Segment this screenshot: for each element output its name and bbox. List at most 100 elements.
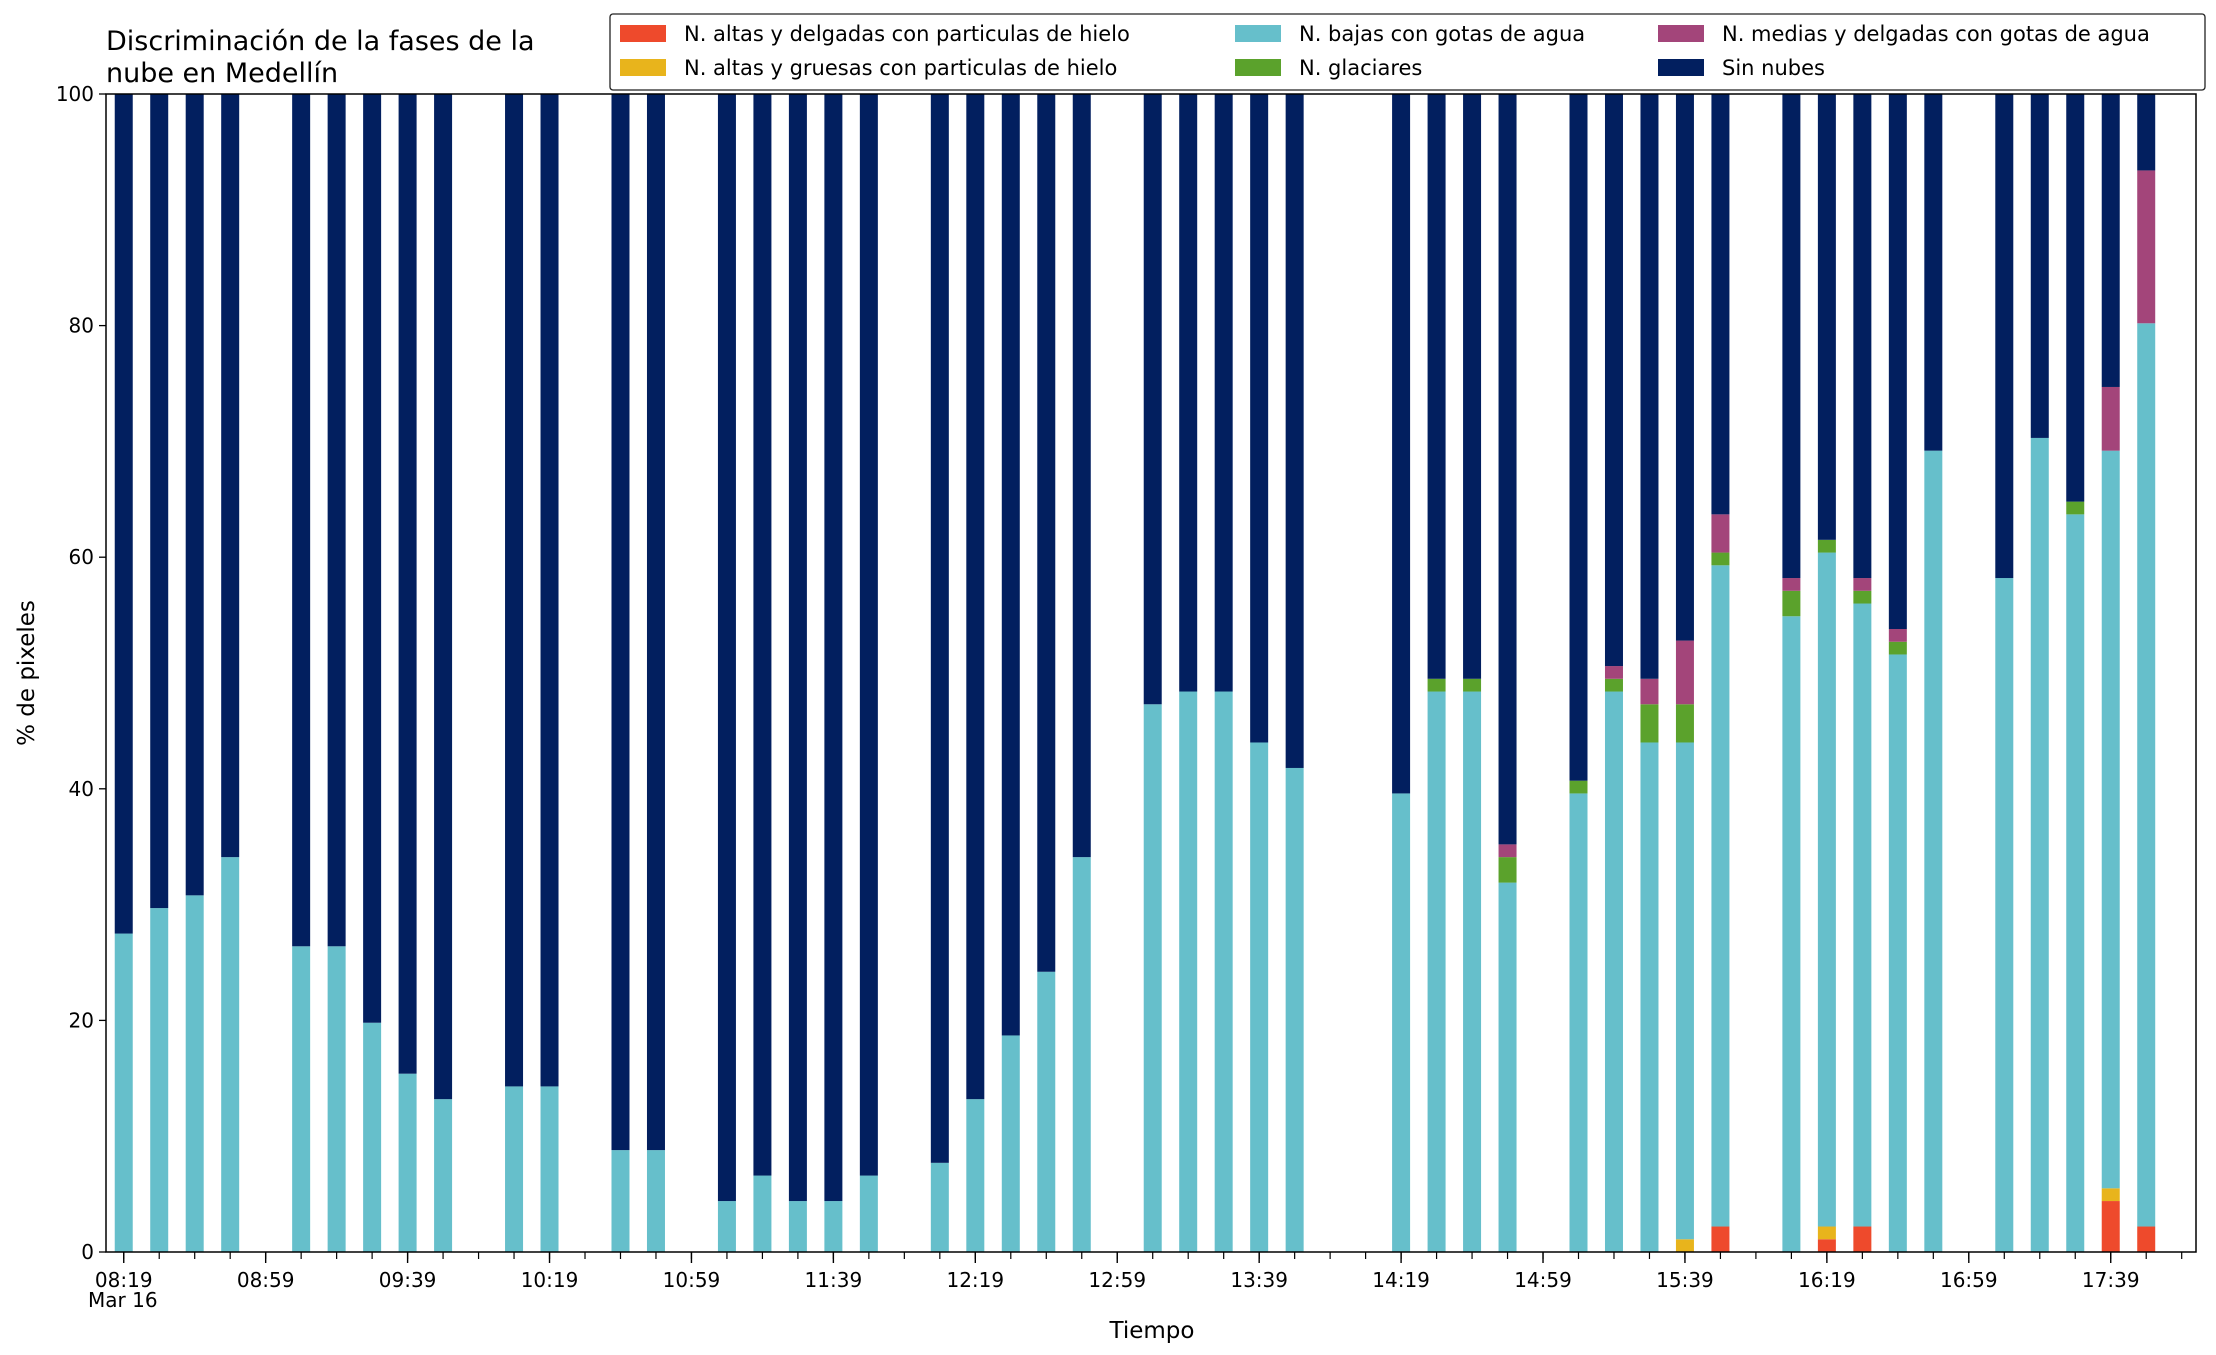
bar-segment [1392,94,1411,794]
bar-segment [1675,640,1694,705]
bar-segment [1463,94,1482,679]
bar-segment [2101,450,2120,1189]
bar-segment [1675,94,1694,641]
bar-segment [2137,1226,2156,1252]
x-tick-label: 13:39 [1230,1268,1288,1292]
x-axis-label: Tiempo [1109,1318,1195,1344]
y-tick-label: 100 [56,82,94,106]
bar-segment [1817,1226,1836,1240]
bar-segment [1214,94,1233,692]
bar-segment [1711,1226,1730,1252]
bar-segment [1498,857,1517,883]
bar-segment [1569,780,1588,794]
legend-label: N. altas y delgadas con particulas de hi… [684,22,1130,46]
bar-segment [1604,691,1623,1252]
bar-segment [1463,678,1482,692]
legend-label: N. medias y delgadas con gotas de agua [1722,22,2150,46]
bar-segment [1072,94,1091,858]
legend-swatch [620,59,666,76]
legend-swatch [1658,59,1704,76]
bar-segment [1711,94,1730,515]
bar-segment [1924,94,1943,451]
bar-segment [930,94,949,1163]
bar-segment [434,1099,453,1252]
bar-segment [824,1201,843,1252]
x-tick-label: 08:19 [95,1268,153,1292]
bar-segment [930,1162,949,1252]
bar-segment [646,94,665,1151]
bar-segment [2137,94,2156,171]
bar-segment [2137,170,2156,324]
y-axis-label: % de pixeles [14,600,40,746]
bar-segment [966,94,985,1100]
x-tick-label: 10:19 [521,1268,579,1292]
bar-segment [2137,323,2156,1227]
bar-segment [1640,678,1659,705]
bar-segment [1143,704,1162,1252]
legend-frame [609,13,2206,91]
bar-segment [859,1175,878,1252]
bar-segment [221,94,240,858]
bar-segment [717,94,736,1202]
bar-segment [398,94,417,1074]
x-tick-label: 16:19 [1798,1268,1856,1292]
bar-segment [221,857,240,1252]
bar-segment [2101,1188,2120,1202]
legend-label: N. bajas con gotas de agua [1299,22,1585,46]
bar-segment [505,1086,524,1252]
bar-segment [1001,94,1020,1036]
bar-segment [2030,94,2049,438]
bar-segment [292,946,311,1252]
bar-segment [1782,578,1801,591]
y-tick-label: 20 [69,1008,94,1032]
bar-segment [859,94,878,1176]
bar-segment [1604,666,1623,679]
bar-segment [114,94,133,934]
legend-swatch [1235,59,1281,76]
bar-segment [1782,590,1801,617]
bar-segment [1427,691,1446,1252]
bar-segment [1853,94,1872,579]
bar-segment [717,1201,736,1252]
y-tick-label: 40 [69,777,94,801]
bar-segment [966,1099,985,1252]
x-tick-label: 14:59 [1514,1268,1572,1292]
bar-segment [1888,629,1907,642]
bar-segment [327,94,346,947]
chart-title: Discriminación de la fases de la nube en… [106,26,535,89]
chart-title-line-1: Discriminación de la fases de la [106,26,535,57]
bar-segment [1001,1035,1020,1252]
bar-segment [1888,641,1907,655]
bar-segment [788,94,807,1202]
bar-segment [2066,514,2085,1252]
bar-segment [185,895,204,1252]
bar-segment [1037,94,1056,972]
x-tick-label: 09:39 [379,1268,437,1292]
bar-segment [753,1175,772,1252]
x-tick-label: 08:59 [237,1268,295,1292]
x-tick-label: 11:39 [805,1268,863,1292]
bar-segment [646,1150,665,1252]
bar-segment [1392,793,1411,1252]
bar-segment [363,1022,382,1252]
bar-segment [1782,616,1801,1252]
bar-segment [363,94,382,1023]
bar-segment [1427,94,1446,679]
x-axis-sublabel: Mar 16 [88,1288,158,1312]
bar-segment [1640,94,1659,679]
x-axis-ticks: 08:19 08:59 09:39 10:19 10:59 11:39 12:19 12:59… [95,1252,2183,1292]
legend-swatch [1235,25,1281,42]
bar-segment [1853,578,1872,591]
x-tick-label: 16:59 [1940,1268,1998,1292]
y-tick-label: 0 [81,1240,94,1264]
chart-title-line-2: nube en Medellín [106,58,338,89]
bar-segment [1888,654,1907,1252]
bar-segment [753,94,772,1176]
bar-segment [1498,882,1517,1252]
bar-segment [1675,1239,1694,1252]
bar-segment [1782,94,1801,579]
bar-segment [434,94,453,1100]
plot-area-frame [105,93,2197,1253]
legend-swatch [1658,25,1704,42]
bar-segment [2101,386,2120,451]
